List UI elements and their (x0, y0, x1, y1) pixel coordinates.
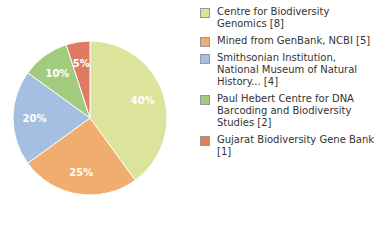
svg-text:25%: 25% (69, 167, 93, 178)
html-text:Centre for Biodiversity Genomi: Centre for Biodiversity Genomics [8] (217, 6, 330, 29)
svg-text:5%: 5% (73, 58, 90, 69)
html-text:Mined from GenBank, NCBI [5]: Mined from GenBank, NCBI [5] (217, 35, 371, 46)
svg-text:10%: 10% (45, 68, 69, 79)
svg-text:40%: 40% (131, 95, 155, 106)
html-text:Paul Hebert Centre for DNA Bar: Paul Hebert Centre for DNA Barcoding and… (217, 93, 354, 128)
svg-text:20%: 20% (23, 113, 47, 124)
html-text:Gujarat Biodiversity Gene Bank: Gujarat Biodiversity Gene Bank [1] (217, 134, 375, 157)
html-text:Smithsonian Institution, Natio: Smithsonian Institution, National Museum… (217, 52, 358, 87)
